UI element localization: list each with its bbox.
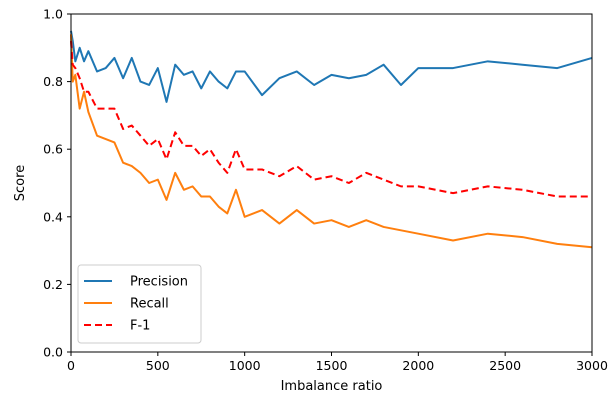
y-tick-label: 0.6: [43, 142, 63, 157]
y-tick-label: 0.4: [43, 209, 63, 224]
series-line-precision: [70, 30, 593, 103]
y-axis: 0.0 0.2 0.4 0.6 0.8 1.0: [43, 7, 71, 360]
x-tick-label: 2000: [402, 358, 434, 373]
legend-label-recall: Recall: [130, 297, 169, 312]
series-line-f-1: [70, 40, 592, 198]
legend-label-precision: Precision: [130, 275, 188, 290]
x-tick-label: 500: [146, 358, 170, 373]
x-tick-label: 3000: [576, 358, 608, 373]
plot-lines: [70, 30, 593, 249]
series-line-recall: [70, 34, 593, 249]
legend-label-f-1: F-1: [130, 319, 150, 334]
x-tick-label: 1500: [316, 358, 348, 373]
x-axis-label: Imbalance ratio: [281, 379, 383, 394]
legend-box: [77, 264, 202, 344]
y-tick-label: 1.0: [43, 7, 63, 22]
x-tick-label: 1000: [229, 358, 261, 373]
x-tick-label: 0: [67, 358, 75, 373]
x-tick-label: 2500: [489, 358, 521, 373]
y-tick-label: 0.2: [43, 277, 63, 292]
x-axis: 0 500 1000 1500 2000 2500 3000: [67, 352, 608, 373]
y-tick-label: 0.0: [43, 345, 63, 360]
legend: Precision Recall F-1: [77, 264, 202, 344]
y-tick-label: 0.8: [43, 74, 63, 89]
y-axis-label: Score: [13, 165, 28, 201]
